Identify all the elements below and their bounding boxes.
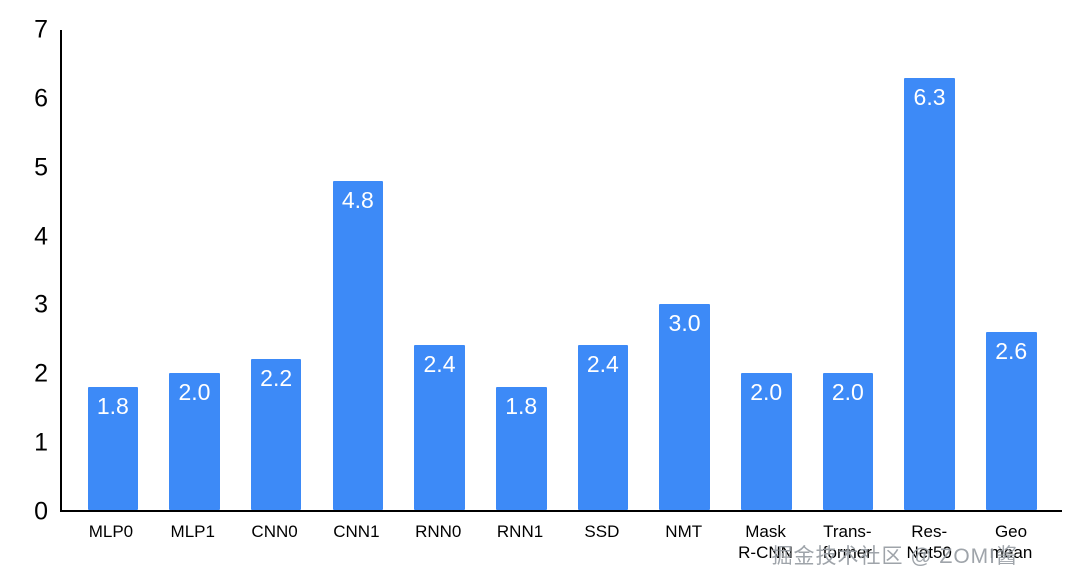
x-axis-label: Mask R-CNN (738, 522, 793, 563)
plot-area: 1.8 2.0 2.2 4.8 2.4 1.8 2.4 3.0 2.0 2.0 6.3 2.6 (60, 30, 1062, 512)
bar-value-label: 1.8 (505, 392, 538, 419)
y-tick-label: 7 (34, 15, 48, 44)
bar-value-label: 2.0 (831, 378, 864, 405)
bar: 2.6 (985, 331, 1037, 510)
y-tick-label: 5 (34, 153, 48, 182)
y-tick-label: 3 (34, 290, 48, 319)
x-axis-label: CNN0 (251, 522, 298, 541)
y-tick-label: 1 (34, 428, 48, 457)
x-axis-label: RNN0 (415, 522, 462, 541)
bar-slot: 2.0 (807, 30, 889, 510)
bar-slot: 2.4 (562, 30, 644, 510)
bar-slot: 2.6 (970, 30, 1052, 510)
bar-value-label: 2.2 (260, 365, 293, 392)
bar-value-label: 1.8 (96, 392, 129, 419)
x-axis-labels: MLP0 MLP1 CNN0 CNN1 RNN0 RNN1 SSD NMT Mask R-CNN… (60, 521, 1062, 564)
x-axis-label: SSD (584, 522, 620, 541)
bar: 2.2 (250, 359, 302, 510)
bar: 2.0 (822, 372, 874, 510)
y-axis: 0 1 2 3 4 5 6 7 (12, 17, 60, 524)
bar-slot: 2.4 (399, 30, 481, 510)
bar: 3.0 (659, 304, 710, 510)
bar-slot: 2.0 (725, 30, 807, 510)
x-axis-label: MLP0 (88, 522, 134, 541)
x-axis-label: Res- Net50 (906, 522, 952, 563)
bar: 6.3 (904, 78, 955, 510)
bar-value-label: 2.4 (423, 351, 456, 378)
x-axis-label: RNN1 (496, 522, 544, 541)
bar-value-label: 2.6 (995, 337, 1028, 364)
x-axis-label: Geo mean (989, 522, 1033, 563)
x-axis-label: CNN1 (333, 522, 380, 541)
bar: 2.4 (577, 345, 629, 510)
x-axis-label: MLP1 (170, 522, 215, 541)
plot-wrap: 1.8 2.0 2.2 4.8 2.4 1.8 2.4 3.0 2.0 2.0 6.3 2.6 MLP… (60, 30, 1062, 564)
bar-slot: 2.0 (154, 30, 236, 510)
bar-value-label: 2.0 (750, 378, 783, 405)
x-axis-label: NMT (665, 522, 703, 541)
bar-slot: 1.8 (480, 30, 562, 510)
chart-container: 0 1 2 3 4 5 6 7 1.8 2.0 2.2 4.8 2.4 1.8 2.4 3.0 2.0 2.0 6… (12, 17, 1062, 564)
bar-value-label: 6.3 (913, 84, 946, 110)
bar-value-label: 3.0 (668, 310, 701, 337)
bar: 2.0 (740, 372, 792, 510)
bar: 4.8 (332, 180, 384, 510)
bar: 2.4 (414, 345, 465, 510)
bar: 2.0 (169, 372, 220, 510)
bar-slot: 1.8 (72, 30, 154, 510)
bar-slot: 3.0 (644, 30, 726, 510)
y-tick-label: 0 (34, 497, 48, 526)
y-tick-label: 6 (34, 84, 48, 113)
bar-slot: 4.8 (317, 30, 399, 510)
bar-slot: 6.3 (889, 30, 971, 510)
y-tick-label: 2 (34, 359, 48, 388)
bar: 1.8 (495, 386, 547, 510)
bar: 1.8 (87, 386, 139, 510)
x-axis-label: Trans- former (822, 522, 872, 563)
bar-value-label: 2.0 (178, 378, 211, 405)
y-tick-label: 4 (34, 222, 48, 251)
bar-slot: 2.2 (235, 30, 317, 510)
bar-value-label: 4.8 (341, 186, 374, 213)
bar-value-label: 2.4 (586, 351, 619, 378)
